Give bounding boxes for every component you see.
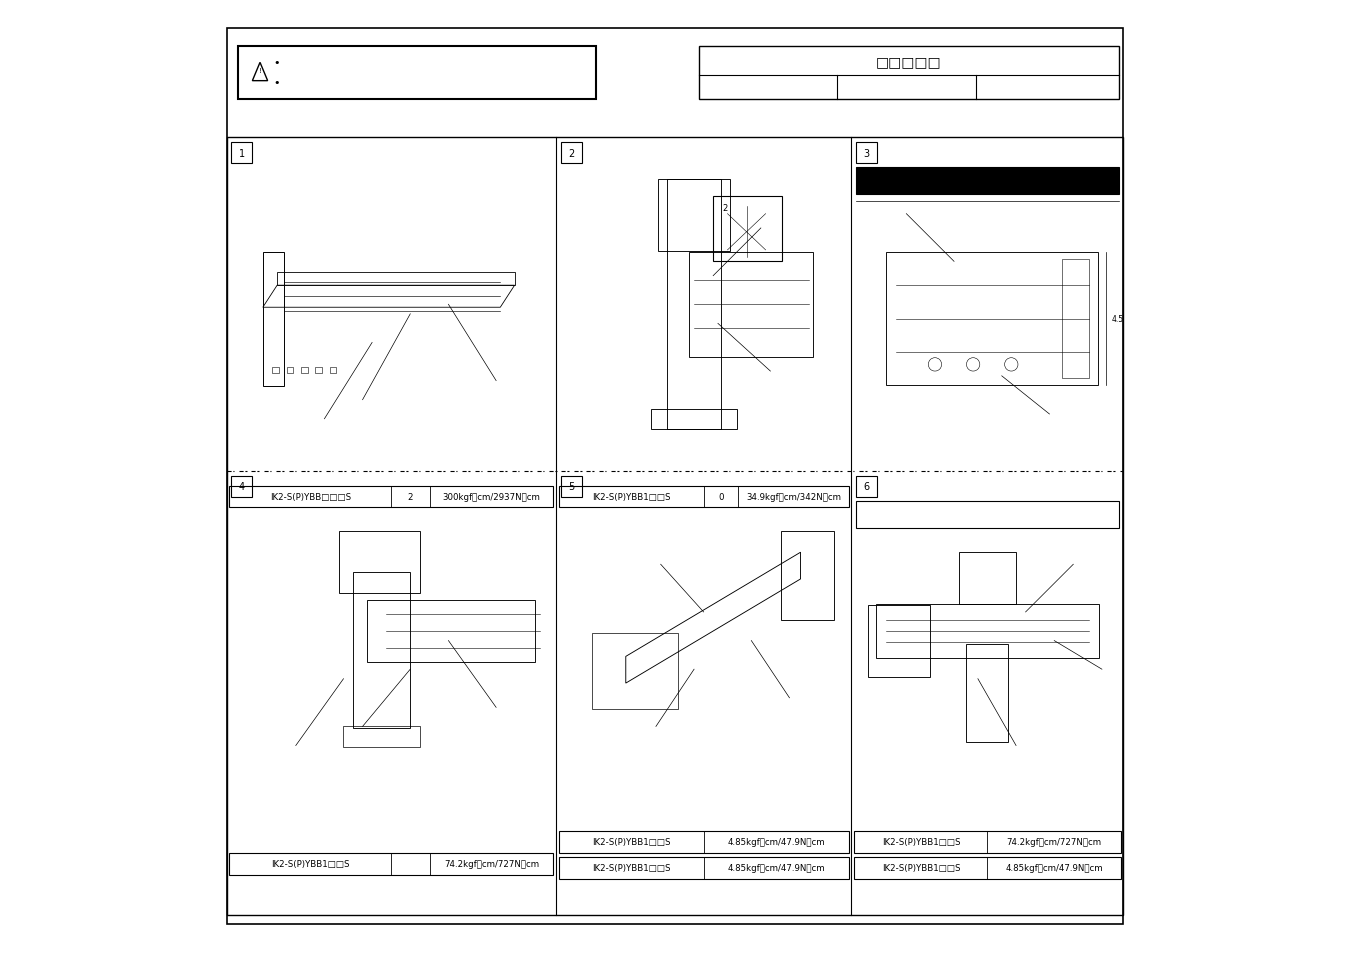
Text: IK2-S(P)YBB1□□S: IK2-S(P)YBB1□□S bbox=[591, 838, 671, 846]
Bar bbox=[690, 253, 813, 357]
Text: 4.85kgf・cm/47.9N・cm: 4.85kgf・cm/47.9N・cm bbox=[728, 863, 825, 872]
Text: 34.9kgf・cm/342N・cm: 34.9kgf・cm/342N・cm bbox=[747, 493, 841, 501]
Text: !: ! bbox=[259, 68, 262, 73]
Text: 5: 5 bbox=[568, 482, 574, 492]
Bar bbox=[559, 831, 849, 853]
Text: IK2-S(P)YBB1□□S: IK2-S(P)YBB1□□S bbox=[271, 860, 350, 868]
Text: 4.85kgf・cm/47.9N・cm: 4.85kgf・cm/47.9N・cm bbox=[728, 838, 825, 846]
Text: •: • bbox=[273, 78, 279, 88]
Bar bbox=[339, 532, 420, 594]
Text: 6: 6 bbox=[864, 482, 869, 492]
Text: 2: 2 bbox=[568, 149, 574, 158]
Text: 4.85kgf・cm/47.9N・cm: 4.85kgf・cm/47.9N・cm bbox=[1006, 863, 1103, 872]
Text: □□□□□: □□□□□ bbox=[876, 54, 941, 69]
Bar bbox=[958, 553, 1017, 604]
Bar bbox=[713, 197, 782, 262]
Text: 74.2kgf・cm/727N・cm: 74.2kgf・cm/727N・cm bbox=[444, 860, 539, 868]
Bar bbox=[699, 47, 1119, 100]
Bar bbox=[782, 531, 834, 620]
Bar bbox=[1062, 260, 1088, 378]
Bar bbox=[231, 476, 252, 497]
Bar bbox=[227, 138, 1123, 915]
Text: 300kgf・cm/2937N・cm: 300kgf・cm/2937N・cm bbox=[443, 493, 540, 501]
Bar bbox=[301, 367, 308, 374]
Bar bbox=[593, 633, 678, 709]
Bar bbox=[559, 857, 849, 879]
Bar bbox=[855, 857, 1120, 879]
Bar bbox=[329, 367, 336, 374]
Text: IK2-S(P)YBB1□□S: IK2-S(P)YBB1□□S bbox=[591, 863, 671, 872]
Bar bbox=[856, 476, 878, 497]
Bar bbox=[657, 180, 730, 252]
Bar bbox=[855, 831, 1120, 853]
Bar bbox=[856, 168, 1119, 194]
Bar bbox=[868, 606, 930, 677]
Bar bbox=[238, 47, 595, 100]
Bar bbox=[667, 180, 721, 430]
Text: IK2-S(P)YBB□□□S: IK2-S(P)YBB□□□S bbox=[270, 493, 351, 501]
Text: IK2-S(P)YBB1□□S: IK2-S(P)YBB1□□S bbox=[882, 838, 960, 846]
Bar bbox=[856, 501, 1119, 528]
Bar bbox=[967, 644, 1008, 742]
Text: 0: 0 bbox=[718, 493, 724, 501]
Text: 74.2kgf・cm/727N・cm: 74.2kgf・cm/727N・cm bbox=[1006, 838, 1102, 846]
Bar bbox=[273, 367, 279, 374]
Text: IK2-S(P)YBB1□□S: IK2-S(P)YBB1□□S bbox=[591, 493, 671, 501]
Text: 4.5: 4.5 bbox=[1111, 314, 1123, 324]
Bar bbox=[856, 143, 878, 164]
Text: 2: 2 bbox=[722, 204, 728, 213]
Bar bbox=[367, 601, 535, 662]
Bar bbox=[354, 573, 410, 728]
Bar bbox=[560, 143, 582, 164]
Bar bbox=[231, 143, 252, 164]
Text: IK2-S(P)YBB1□□S: IK2-S(P)YBB1□□S bbox=[882, 863, 960, 872]
Text: 3: 3 bbox=[864, 149, 869, 158]
Text: 4: 4 bbox=[239, 482, 244, 492]
Bar bbox=[886, 253, 1099, 386]
Bar bbox=[316, 367, 321, 374]
Bar bbox=[230, 853, 554, 875]
Bar bbox=[286, 367, 293, 374]
Text: 2: 2 bbox=[408, 493, 413, 501]
Bar bbox=[343, 726, 420, 747]
Bar bbox=[876, 605, 1099, 658]
Text: •: • bbox=[273, 58, 279, 68]
Bar bbox=[230, 486, 554, 508]
Text: 1: 1 bbox=[239, 149, 244, 158]
Bar bbox=[651, 409, 737, 430]
Bar bbox=[560, 476, 582, 497]
Bar bbox=[559, 486, 849, 508]
